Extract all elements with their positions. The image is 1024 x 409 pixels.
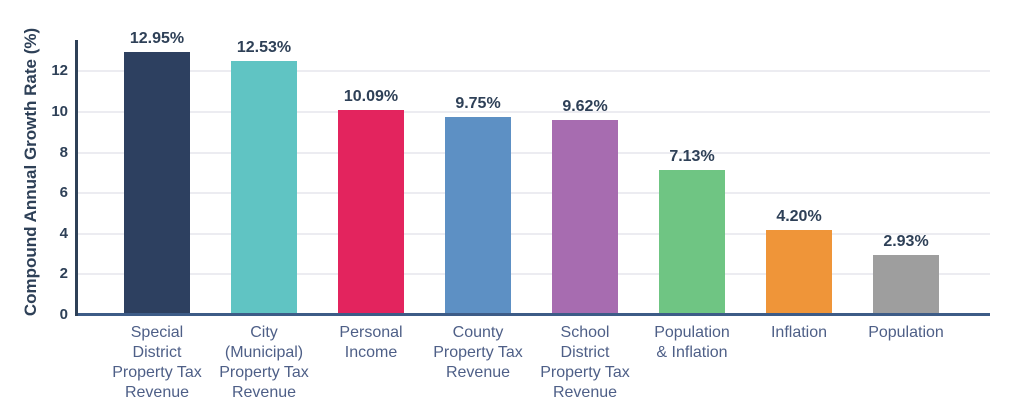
category-label-8: Population [868, 324, 944, 341]
bar-2 [231, 60, 297, 313]
y-tick-label-12: 12 [51, 62, 68, 80]
category-label-1: Special District Property Tax Revenue [112, 324, 202, 401]
bar-3 [338, 110, 404, 313]
value-label-6: 7.13% [669, 148, 715, 166]
y-tick-label-2: 2 [59, 265, 68, 283]
y-axis-line [75, 40, 78, 316]
category-label-6: Population & Inflation [654, 324, 730, 361]
gridline-2 [78, 273, 990, 276]
gridline-12 [78, 70, 990, 73]
category-label-4: County Property Tax Revenue [433, 324, 523, 381]
value-label-4: 9.75% [455, 94, 501, 112]
gridline-10 [78, 110, 990, 113]
bar-4 [445, 116, 511, 313]
y-tick-label-10: 10 [51, 102, 68, 120]
y-tick-label-0: 0 [59, 306, 68, 323]
category-label-2: City (Municipal) Property Tax Revenue [219, 324, 309, 401]
value-label-7: 4.20% [776, 207, 822, 225]
category-label-5: School District Property Tax Revenue [540, 324, 630, 401]
gridline-4 [78, 232, 990, 235]
bar-5 [552, 119, 618, 313]
x-axis-baseline [75, 313, 990, 316]
category-label-3: Personal Income [339, 324, 403, 361]
y-tick-label-8: 8 [59, 143, 68, 161]
value-label-1: 12.95% [129, 29, 185, 47]
value-label-8: 2.93% [883, 233, 929, 251]
gridline-6 [78, 192, 990, 195]
y-tick-label-6: 6 [59, 184, 68, 202]
gridline-8 [78, 151, 990, 154]
bar-7 [766, 229, 832, 313]
y-tick-label-4: 4 [59, 224, 68, 242]
category-label-7: Inflation [770, 324, 828, 341]
bar-1 [124, 51, 190, 313]
value-label-2: 12.53% [236, 38, 292, 56]
bar-8 [873, 255, 939, 313]
bar-6 [659, 170, 725, 313]
value-label-3: 10.09% [343, 88, 399, 106]
value-label-5: 9.62% [562, 97, 608, 115]
